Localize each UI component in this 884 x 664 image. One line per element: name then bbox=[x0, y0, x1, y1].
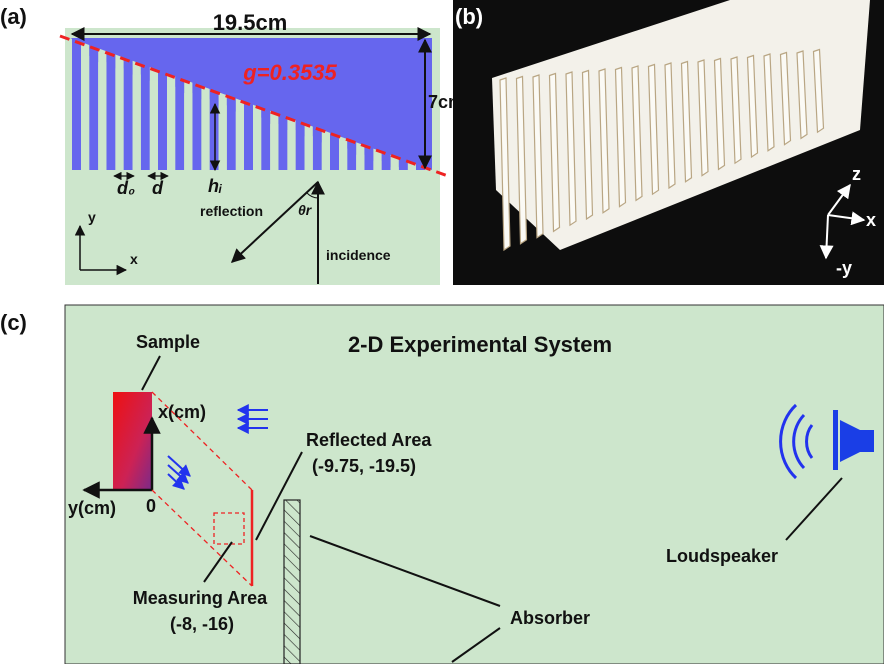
gap bbox=[150, 81, 158, 170]
axis-z-label: z bbox=[852, 164, 861, 184]
gap bbox=[201, 99, 209, 170]
gap bbox=[373, 161, 381, 170]
y-cm-label: y(cm) bbox=[68, 498, 116, 518]
loudspeaker-label: Loudspeaker bbox=[666, 546, 778, 566]
gap bbox=[167, 87, 175, 170]
origin-label: 0 bbox=[146, 496, 156, 516]
speaker-plate bbox=[833, 410, 838, 470]
fin bbox=[210, 38, 219, 170]
axis-y-label: y bbox=[88, 209, 96, 225]
panel-label: (a) bbox=[0, 4, 27, 29]
fin bbox=[382, 38, 391, 170]
theta-label: θr bbox=[298, 202, 313, 218]
sample-label: Sample bbox=[136, 332, 200, 352]
fin bbox=[124, 38, 133, 170]
gap bbox=[133, 74, 141, 170]
gap bbox=[184, 93, 192, 170]
panel-c-bg bbox=[65, 305, 884, 664]
fin bbox=[175, 38, 184, 170]
gap bbox=[287, 130, 295, 170]
incidence-label: incidence bbox=[326, 247, 391, 263]
fin bbox=[296, 38, 305, 170]
figure: (a) 19.5cm g=0.3535 7cm d₀ d hᵢ reflecti… bbox=[0, 0, 884, 664]
fin bbox=[89, 38, 98, 170]
fin bbox=[261, 38, 270, 170]
gap bbox=[356, 155, 364, 170]
gap bbox=[322, 142, 330, 170]
gap bbox=[253, 118, 261, 170]
gap bbox=[270, 124, 278, 170]
measuring-coords: (-8, -16) bbox=[170, 614, 234, 634]
gradient-label: g=0.3535 bbox=[242, 60, 337, 85]
fin bbox=[278, 38, 287, 170]
fin bbox=[141, 38, 150, 170]
sample bbox=[113, 392, 152, 490]
title: 2-D Experimental System bbox=[348, 332, 612, 357]
panel-label: (b) bbox=[455, 4, 483, 29]
fin bbox=[347, 38, 356, 170]
fin bbox=[158, 38, 167, 170]
fin bbox=[399, 38, 408, 170]
fin bbox=[313, 38, 322, 170]
gap bbox=[339, 149, 347, 170]
axis-x-label: x bbox=[130, 251, 138, 267]
panel-label: (c) bbox=[0, 310, 27, 335]
reflected-coords: (-9.75, -19.5) bbox=[312, 456, 416, 476]
fin bbox=[72, 38, 81, 170]
gap bbox=[115, 68, 123, 170]
fin bbox=[416, 38, 425, 170]
absorber-label: Absorber bbox=[510, 608, 590, 628]
fin bbox=[227, 38, 236, 170]
hi-label: hᵢ bbox=[208, 176, 222, 196]
d-label: d bbox=[152, 178, 164, 198]
absorber bbox=[284, 500, 300, 664]
gap bbox=[305, 136, 313, 170]
axis-x-label: x bbox=[866, 210, 876, 230]
gap bbox=[236, 112, 244, 170]
measuring-area-label: Measuring Area bbox=[133, 588, 268, 608]
fin bbox=[192, 38, 201, 170]
gap bbox=[65, 52, 72, 170]
gap bbox=[81, 56, 89, 170]
gap bbox=[391, 167, 399, 170]
d0-label: d₀ bbox=[117, 178, 135, 198]
fin bbox=[106, 38, 115, 170]
axis-neg-y-label: -y bbox=[836, 258, 852, 278]
fin bbox=[364, 38, 373, 170]
fin bbox=[330, 38, 339, 170]
gap bbox=[219, 105, 227, 170]
reflected-area-label: Reflected Area bbox=[306, 430, 432, 450]
width-label: 19.5cm bbox=[213, 10, 288, 35]
gap bbox=[98, 62, 106, 170]
reflection-label: reflection bbox=[200, 203, 263, 219]
